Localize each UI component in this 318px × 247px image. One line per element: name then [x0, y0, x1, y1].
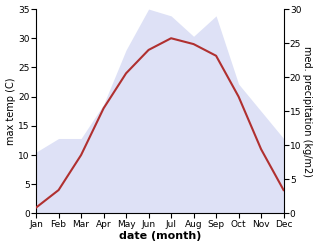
Y-axis label: med. precipitation (kg/m2): med. precipitation (kg/m2)	[302, 46, 313, 177]
X-axis label: date (month): date (month)	[119, 231, 201, 242]
Y-axis label: max temp (C): max temp (C)	[5, 78, 16, 145]
